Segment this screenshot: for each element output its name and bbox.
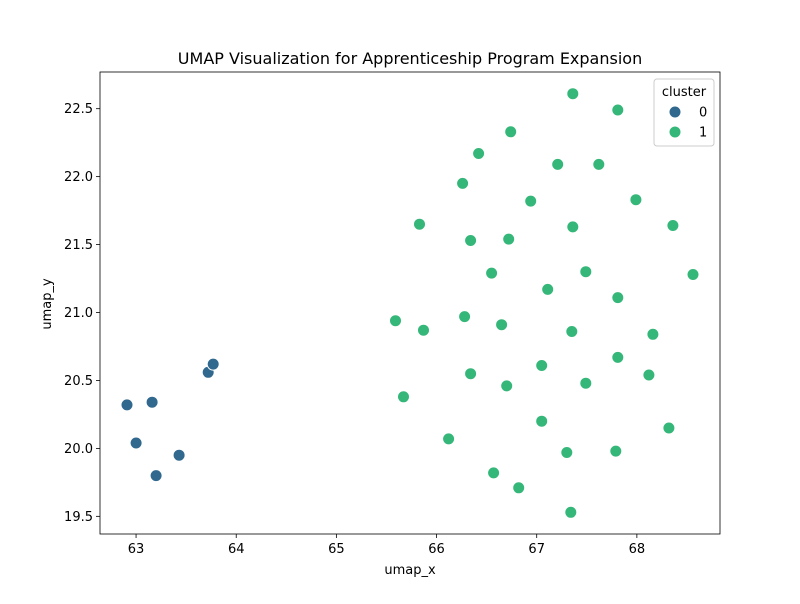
chart-title: UMAP Visualization for Apprenticeship Pr…: [178, 49, 642, 68]
data-point-cluster-1-3: [472, 147, 486, 160]
data-point-cluster-1-31: [397, 390, 410, 404]
data-point-cluster-1-20: [458, 310, 472, 324]
data-point-cluster-1-16: [686, 268, 700, 281]
data-point-cluster-1-2: [504, 125, 518, 139]
data-point-cluster-1-14: [485, 266, 499, 280]
x-tick-label: 67: [528, 542, 545, 557]
data-point-cluster-1-13: [502, 232, 516, 246]
data-point-cluster-1-24: [646, 327, 660, 341]
data-point-cluster-1-15: [579, 265, 593, 279]
data-point-cluster-1-4: [551, 157, 565, 171]
data-point-cluster-1-35: [560, 446, 574, 459]
legend-marker-1: [668, 125, 682, 139]
data-point-cluster-1-18: [611, 291, 625, 305]
y-tick-label: 21.5: [64, 238, 93, 253]
x-tick-label: 63: [128, 542, 145, 557]
legend-title: cluster: [662, 85, 707, 100]
data-point-cluster-1-8: [629, 193, 643, 207]
data-point-cluster-1-5: [592, 157, 606, 171]
y-axis-ticks: 19.5 20.0 20.5 21.0 21.5 22.0 22.5: [64, 102, 100, 525]
data-point-cluster-0-2: [145, 395, 159, 409]
data-point-cluster-1-32: [535, 414, 549, 428]
y-tick-label: 22.5: [64, 102, 93, 117]
legend-marker-0: [668, 105, 682, 119]
data-point-cluster-0-4: [172, 448, 186, 462]
data-point-cluster-1-21: [495, 318, 509, 332]
data-point-cluster-1-37: [487, 466, 501, 480]
data-point-cluster-1-25: [611, 350, 625, 364]
legend-label-1: 1: [699, 126, 707, 141]
x-tick-label: 66: [428, 542, 445, 557]
data-point-cluster-1-22: [417, 323, 430, 337]
legend-box: [653, 78, 715, 147]
data-point-cluster-1-1: [611, 103, 625, 117]
y-tick-label: 19.5: [64, 510, 93, 525]
data-point-cluster-1-36: [609, 444, 623, 458]
data-point-cluster-0-1: [129, 436, 143, 450]
data-point-cluster-1-9: [413, 217, 426, 231]
data-point-cluster-1-34: [442, 432, 456, 446]
data-point-cluster-0-3: [149, 469, 163, 483]
data-point-cluster-1-19: [389, 314, 402, 328]
data-point-cluster-1-23: [565, 325, 579, 338]
data-point-cluster-1-28: [642, 368, 656, 382]
data-point-cluster-1-11: [666, 219, 680, 232]
plot-area: [99, 71, 721, 535]
data-point-cluster-1-10: [566, 220, 580, 234]
data-point-cluster-1-7: [524, 194, 538, 208]
axes-frame: [99, 71, 721, 535]
x-tick-label: 64: [228, 542, 245, 557]
data-point-cluster-1-27: [464, 367, 478, 381]
data-point-cluster-1-30: [579, 376, 593, 390]
data-point-cluster-0-6: [206, 357, 220, 371]
y-tick-label: 20.5: [64, 374, 93, 389]
legend-label-0: 0: [699, 106, 707, 121]
x-axis-ticks: 63 64 65 66 67 68: [128, 534, 645, 557]
data-point-cluster-1-33: [662, 421, 676, 435]
y-tick-label: 20.0: [64, 442, 93, 457]
data-point-cluster-1-17: [541, 282, 555, 296]
data-point-cluster-0-0: [120, 398, 134, 412]
y-tick-label: 21.0: [64, 306, 93, 321]
data-point-cluster-1-29: [500, 379, 514, 393]
data-point-cluster-1-26: [535, 359, 549, 372]
data-point-cluster-1-38: [512, 481, 526, 495]
x-axis-label: umap_x: [384, 563, 436, 578]
data-point-cluster-1-12: [464, 234, 478, 247]
data-point-cluster-1-39: [564, 505, 578, 519]
y-axis-label: umap_y: [40, 278, 55, 330]
y-tick-label: 22.0: [64, 170, 93, 185]
data-point-cluster-1-6: [456, 176, 470, 190]
legend: cluster 0 1: [653, 78, 715, 147]
x-tick-label: 65: [328, 542, 345, 557]
data-point-cluster-1-0: [566, 87, 580, 101]
x-tick-label: 68: [629, 542, 646, 557]
